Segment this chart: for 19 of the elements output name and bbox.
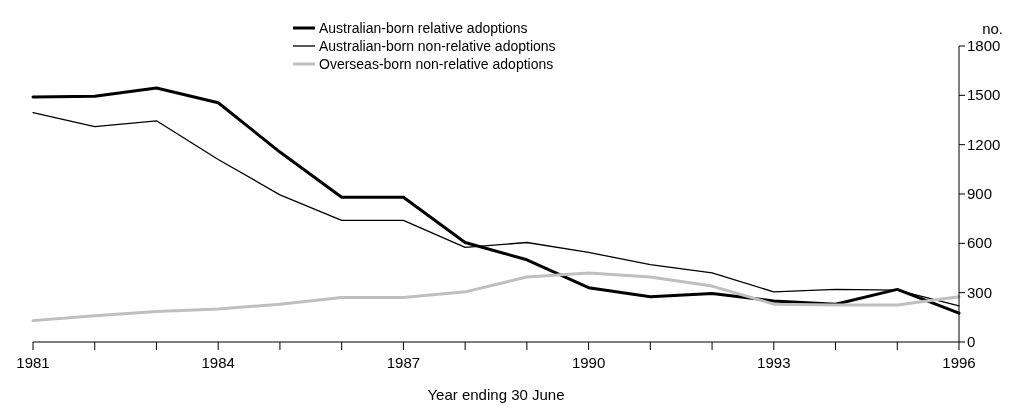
y-axis-title: no.: [982, 20, 1003, 37]
y-tick-label: 1500: [967, 86, 1001, 104]
y-tick-label: 1200: [967, 135, 1001, 153]
y-tick-label: 1800: [967, 37, 1001, 54]
y-tick-label: 0: [967, 333, 976, 350]
x-tick-label: 1984: [201, 354, 235, 371]
x-tick-label: 1993: [757, 354, 791, 371]
legend-label: Australian-born non-relative adoptions: [319, 38, 556, 54]
y-tick-label: 900: [967, 185, 993, 202]
y-tick-label: 300: [967, 283, 993, 301]
x-tick-label: 1996: [942, 354, 976, 371]
x-tick-label: 1981: [16, 354, 50, 371]
x-tick-label: 1990: [571, 354, 606, 371]
x-tick-label: 1987: [386, 354, 421, 371]
line-series: [31, 271, 961, 323]
legend-label: Overseas-born non-relative adoptions: [319, 56, 554, 72]
legend-label: Australian-born relative adoptions: [319, 20, 528, 36]
y-tick-label: 600: [967, 234, 993, 252]
x-axis-title: Year ending 30 June: [427, 386, 565, 403]
